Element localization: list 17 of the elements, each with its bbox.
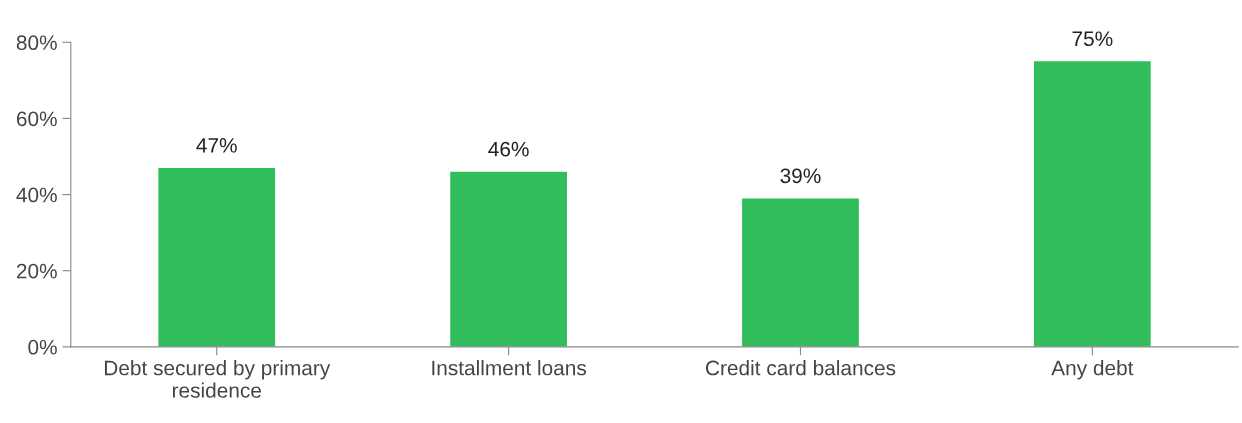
- data-label: 75%: [1072, 31, 1113, 47]
- y-tick-label: 0%: [28, 339, 57, 355]
- x-tick-label: Credit card balances: [706, 360, 896, 376]
- bar: [1033, 61, 1151, 347]
- y-tick-label: 60%: [16, 111, 57, 127]
- data-label: 39%: [780, 168, 821, 184]
- y-tick-label: 20%: [16, 263, 57, 279]
- data-label: 46%: [488, 141, 529, 157]
- bar: [742, 198, 859, 347]
- bar: [158, 167, 276, 347]
- x-tick-label: Debt secured by primary residence: [104, 360, 331, 398]
- x-tick-label: Installment loans: [432, 360, 587, 376]
- data-label: 47%: [196, 138, 237, 153]
- x-tick-label: Any debt: [1051, 360, 1134, 380]
- y-tick-label: 40%: [16, 187, 57, 203]
- y-tick-label: 80%: [16, 35, 57, 51]
- bar: [450, 171, 567, 347]
